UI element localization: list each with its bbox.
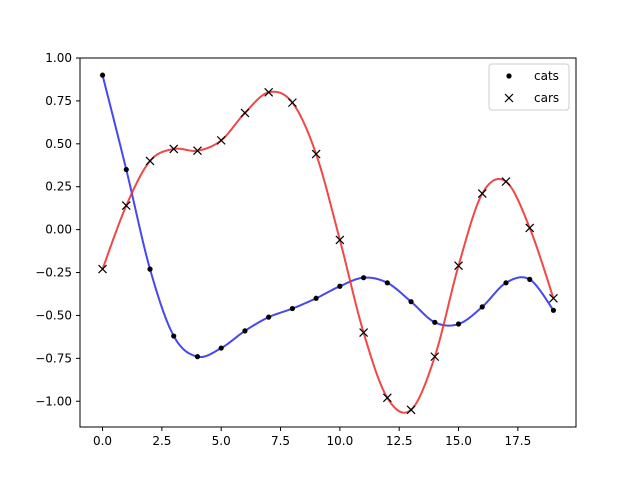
x-tick-label: 12.5	[386, 434, 413, 448]
x-tick-label: 5.0	[212, 434, 231, 448]
y-tick-label: 1.00	[45, 51, 72, 65]
y-tick-label: 0.25	[45, 180, 72, 194]
cats-point	[384, 280, 390, 286]
cats-point	[337, 283, 343, 289]
cats-point	[313, 295, 319, 301]
cats-point	[194, 354, 201, 360]
cars-series-line	[101, 90, 555, 414]
cars-point	[525, 223, 535, 233]
cats-point	[361, 275, 367, 281]
y-tick-label: −0.50	[35, 308, 72, 322]
x-tick-label: 15.0	[445, 434, 472, 448]
cats-point	[527, 276, 533, 282]
cars-point	[121, 201, 131, 211]
x-tick-label: 10.0	[327, 434, 354, 448]
legend-cats-label: cats	[534, 69, 559, 83]
cars-point	[454, 261, 463, 271]
cars-point	[477, 189, 487, 199]
cars-point	[335, 235, 345, 245]
cars-point	[359, 328, 369, 338]
cars-point	[169, 144, 179, 154]
cats-point	[147, 266, 153, 272]
cats-point	[479, 304, 485, 310]
cats-point	[289, 305, 295, 312]
y-tick-label: −0.75	[35, 351, 72, 365]
y-axis-ticks: −1.00 −0.75 −0.50 −0.25 0.00 0.25 0.50 0.75 1.00	[35, 51, 80, 408]
x-tick-label: 0.0	[93, 434, 112, 448]
cats-point	[123, 166, 129, 173]
legend-cars-marker	[504, 93, 514, 103]
cats-point	[266, 314, 272, 320]
cats-point	[455, 321, 462, 327]
series-curves	[101, 74, 555, 414]
cats-point	[503, 280, 509, 286]
x-axis-ticks: 0.0 2.5 5.0 7.5 10.0 12.5 15.0 17.5	[93, 427, 531, 448]
cats-point	[432, 319, 438, 325]
x-tick-label: 7.5	[271, 434, 290, 448]
legend-cars-label: cars	[534, 91, 559, 105]
legend: cats cars	[488, 63, 570, 111]
cars-point	[430, 352, 440, 362]
x-tick-label: 2.5	[152, 434, 171, 448]
y-tick-label: −1.00	[35, 394, 72, 408]
cars-point	[264, 87, 274, 97]
cars-point	[311, 149, 321, 159]
cars-point	[382, 393, 392, 403]
cats-point	[408, 299, 414, 305]
cats-point	[171, 333, 177, 339]
cats-point	[242, 328, 248, 334]
cars-point	[193, 146, 202, 156]
cats-point	[218, 345, 224, 351]
y-tick-label: 0.50	[45, 137, 72, 151]
cats-series-line	[101, 74, 555, 359]
cars-point	[501, 177, 511, 186]
cars-point	[216, 135, 226, 145]
cars-point	[287, 98, 297, 108]
y-tick-label: −0.25	[35, 266, 72, 280]
x-tick-label: 17.5	[504, 434, 531, 448]
cars-point	[406, 405, 416, 415]
cats-point	[550, 307, 557, 313]
cars-point	[98, 264, 107, 274]
legend-cats-marker	[506, 73, 512, 79]
y-tick-label: 0.75	[45, 94, 72, 108]
cars-point	[145, 156, 155, 166]
cars-point	[240, 108, 250, 118]
plot-frame	[79, 57, 577, 428]
cars-point	[549, 293, 558, 303]
cats-point	[99, 72, 106, 78]
series-markers	[98, 72, 558, 415]
y-tick-label: 0.00	[45, 223, 72, 237]
